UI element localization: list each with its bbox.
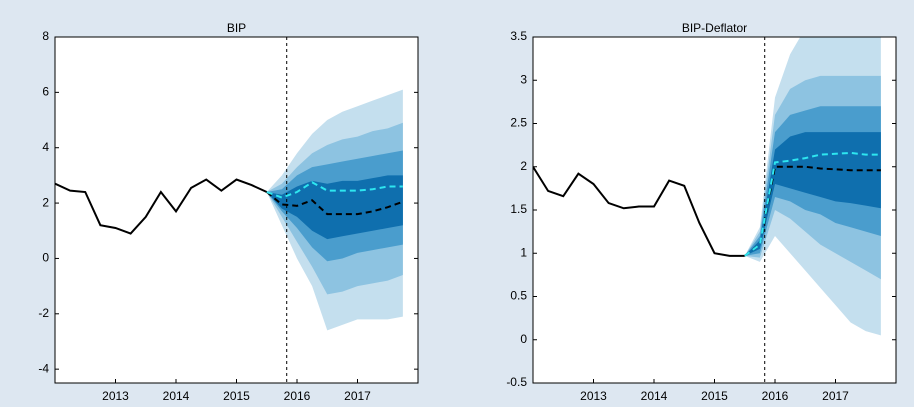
chart-title: BIP-Deflator	[682, 21, 747, 35]
y-tick-label: 0	[520, 332, 527, 346]
x-tick-label: 2015	[701, 389, 728, 403]
y-tick-label: 3	[520, 72, 527, 86]
plot-content	[533, 37, 881, 383]
y-tick-label: -2	[38, 306, 49, 320]
x-tick-label: 2015	[223, 389, 250, 403]
series-line	[266, 181, 403, 199]
y-tick-label: 4	[42, 140, 49, 154]
y-tick-label: 2.5	[510, 116, 527, 130]
y-tick-label: 3.5	[510, 29, 527, 43]
x-tick-label: 2016	[284, 389, 311, 403]
y-tick-label: -4	[38, 361, 49, 375]
chart-panel: -0.5 0 0.5 1 1.5 2 2.5 3 3.5 2013 2014 2015 2016 2017…	[506, 21, 897, 403]
x-tick-label: 2016	[762, 389, 789, 403]
chart-title: BIP	[227, 21, 246, 35]
y-tick-label: 2	[520, 159, 527, 173]
x-tick-label: 2017	[822, 389, 849, 403]
y-tick-label: 1	[520, 245, 527, 259]
chart-panel: -4 -2 0 2 4 6 8 2013 2014 2015 2016 2017 BIP	[38, 21, 419, 403]
x-tick-label: 2017	[344, 389, 371, 403]
y-tick-label: 2	[42, 195, 49, 209]
x-tick-label: 2014	[641, 389, 668, 403]
series-line	[744, 151, 881, 257]
x-tick-label: 2013	[580, 389, 607, 403]
x-tick-label: 2014	[163, 389, 190, 403]
x-tick-label: 2013	[102, 389, 129, 403]
series-line	[55, 178, 268, 235]
y-tick-label: 6	[42, 85, 49, 99]
series-line	[533, 166, 745, 257]
y-tick-label: 0	[42, 251, 49, 265]
y-tick-label: 8	[42, 29, 49, 43]
y-tick-label: -0.5	[506, 375, 527, 389]
y-tick-label: 0.5	[510, 289, 527, 303]
plot-content	[55, 37, 404, 383]
y-tick-label: 1.5	[510, 202, 527, 216]
fan-band	[266, 175, 403, 240]
series-line	[744, 165, 881, 257]
series-line	[266, 191, 404, 216]
fan-band	[744, 132, 881, 256]
